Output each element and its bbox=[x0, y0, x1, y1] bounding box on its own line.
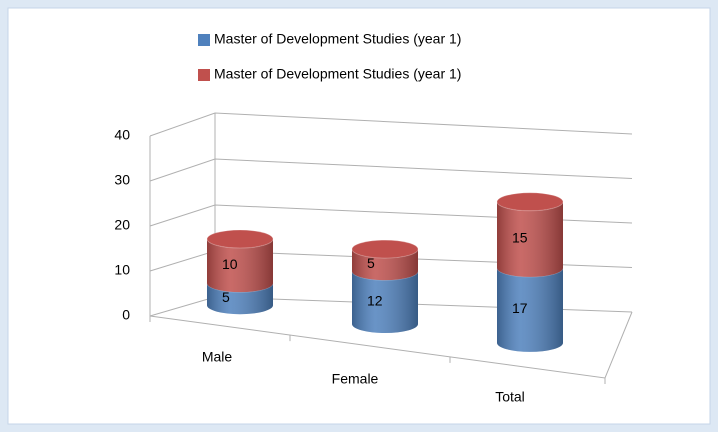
cylinder-shade bbox=[497, 201, 563, 277]
y-tick-label: 10 bbox=[114, 262, 130, 278]
x-tick-label: Male bbox=[202, 349, 233, 365]
chart-area bbox=[7, 7, 711, 425]
cylinder-shade bbox=[352, 249, 418, 281]
cylinder-shade bbox=[207, 239, 273, 293]
x-tick-label: Female bbox=[332, 371, 379, 387]
cylinder-shade bbox=[497, 267, 563, 352]
cylinder-shade bbox=[352, 271, 418, 334]
legend-swatch bbox=[198, 69, 210, 81]
cylinder-top bbox=[351, 239, 419, 259]
data-label: 5 bbox=[222, 289, 230, 305]
y-tick-label: 30 bbox=[114, 172, 130, 188]
data-label: 17 bbox=[512, 300, 528, 316]
legend-label: Master of Development Studies (year 1) bbox=[214, 66, 461, 82]
cylinder-shade bbox=[207, 283, 273, 315]
y-tick-label: 20 bbox=[114, 217, 130, 233]
cylinder-top bbox=[206, 229, 274, 249]
x-tick-label: Total bbox=[495, 389, 525, 405]
data-label: 15 bbox=[512, 230, 528, 246]
y-tick-label: 0 bbox=[122, 307, 130, 323]
legend-label: Master of Development Studies (year 1) bbox=[214, 31, 461, 47]
y-tick-label: 40 bbox=[114, 127, 130, 143]
data-label: 12 bbox=[367, 292, 383, 308]
cylinder-top bbox=[496, 192, 564, 212]
data-label: 5 bbox=[367, 255, 375, 271]
legend-swatch bbox=[198, 34, 210, 46]
data-label: 10 bbox=[222, 256, 238, 272]
